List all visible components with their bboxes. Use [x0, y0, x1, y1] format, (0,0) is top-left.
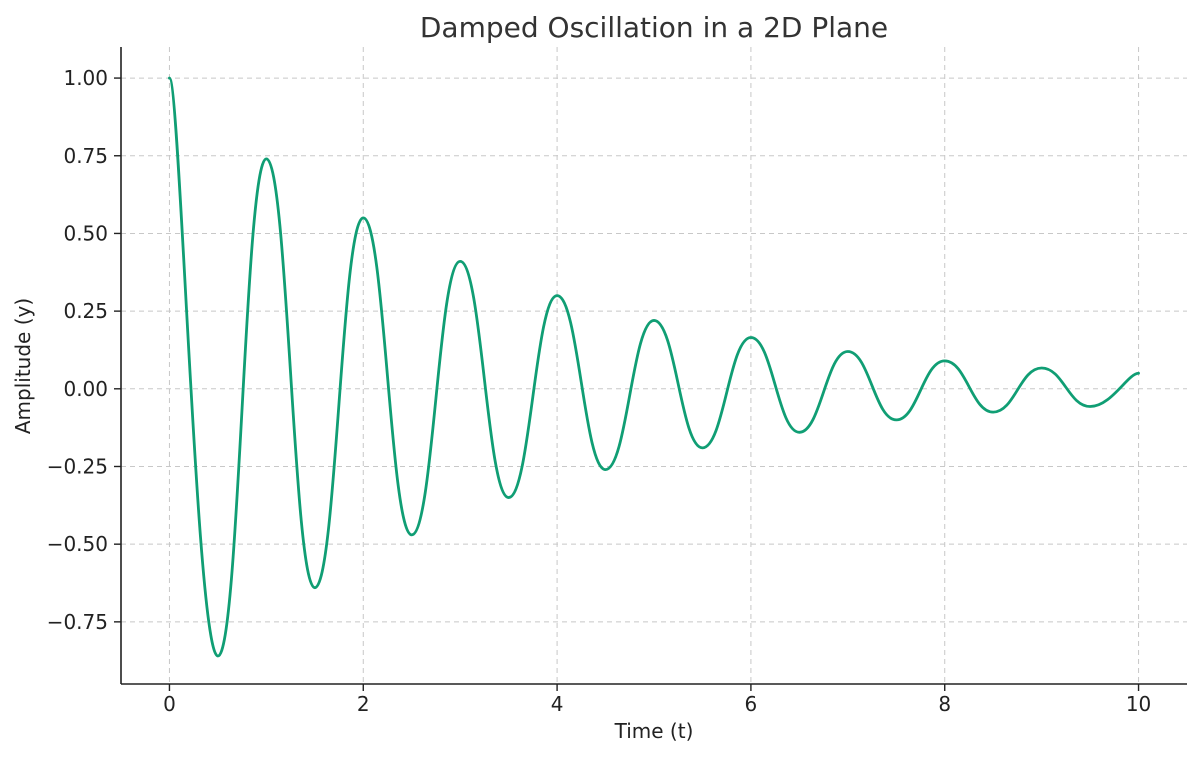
y-tick-label: 0.50 [63, 221, 108, 245]
y-tick-label: −0.75 [47, 610, 108, 634]
y-axis-label: Amplitude (y) [11, 298, 35, 434]
x-tick-label: 6 [745, 692, 758, 716]
chart-title: Damped Oscillation in a 2D Plane [420, 11, 888, 44]
y-tick-label: 0.00 [63, 377, 108, 401]
series-layer [168, 76, 1140, 658]
y-tick-label: 1.00 [63, 66, 108, 90]
x-axis-label: Time (t) [614, 719, 694, 743]
y-tick-label: 0.75 [63, 144, 108, 168]
x-tick-label: 4 [551, 692, 564, 716]
grid [121, 47, 1187, 684]
x-tick-label: 8 [938, 692, 951, 716]
y-tick-label: −0.50 [47, 532, 108, 556]
y-tick-label: −0.25 [47, 454, 108, 478]
x-tick-label: 0 [163, 692, 176, 716]
series-line [168, 76, 1140, 658]
axes: 0 2 4 6 8 10 −0.75 −0.50 −0.25 0.00 0.25 0.50 0.75 1.… [47, 47, 1187, 716]
x-tick-label: 2 [357, 692, 370, 716]
x-tick-label: 10 [1126, 692, 1151, 716]
y-tick-label: 0.25 [63, 299, 108, 323]
